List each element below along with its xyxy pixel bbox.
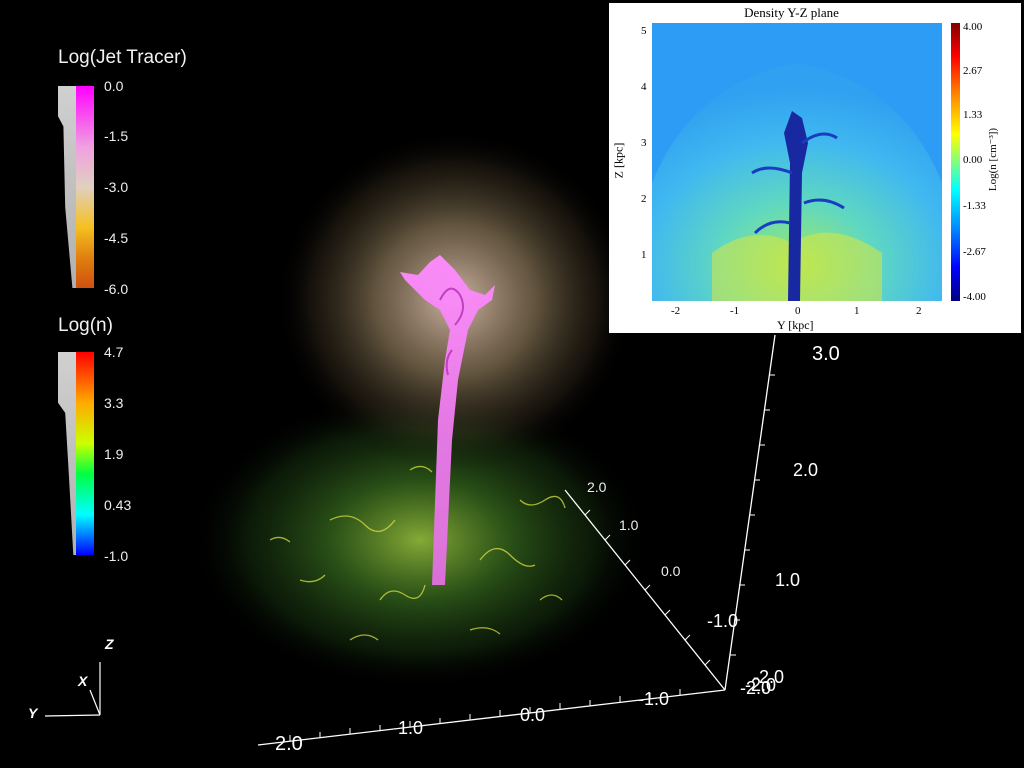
jet-tick-4: -6.0 <box>104 281 129 297</box>
n-tick-2: 1.9 <box>104 446 124 462</box>
bottom-tick-2: 0.0 <box>520 705 546 725</box>
inset-xtick-2: 0 <box>795 305 801 317</box>
jet-colorbar-gradient <box>76 86 94 288</box>
inset-ylabel: Z [kpc] <box>611 142 626 179</box>
n-tick-3: 0.43 <box>104 497 132 513</box>
n-colorbar-title: Log(n) <box>58 315 113 336</box>
inset-xtick-4: 2 <box>916 305 922 317</box>
inset-xtick-3: 1 <box>854 305 860 317</box>
bottom-axis-ticks <box>289 689 681 741</box>
inset-xtick-0: -2 <box>671 305 681 317</box>
inset-title: Density Y-Z plane <box>744 5 839 20</box>
inset-colorbar <box>951 23 960 301</box>
vert-tick-3: -1.0 <box>707 611 739 631</box>
bottom-tick-0: 2.0 <box>275 733 303 755</box>
inset-colorbar-label: Log(n [cm⁻³]) <box>987 127 1000 192</box>
inset-xtick-1: -1 <box>730 305 740 317</box>
diag-tick-1: 1.0 <box>619 517 639 533</box>
n-tick-0: 4.7 <box>104 344 124 360</box>
inset-cbtick-4: -1.33 <box>963 200 986 212</box>
orient-z-label: Z <box>105 636 114 652</box>
inset-cbtick-5: -2.67 <box>963 246 986 258</box>
green-disk <box>190 390 650 690</box>
vert-tick-1: 2.0 <box>793 460 819 480</box>
jet-isosurface <box>400 255 495 585</box>
inset-cbtick-6: -4.00 <box>963 291 986 303</box>
inset-ytick-4: 4 <box>641 81 647 93</box>
jet-colorbar-title: Log(Jet Tracer) <box>58 47 187 68</box>
vert-tick-2: 1.0 <box>775 570 801 590</box>
diag-tick-3: -2.0 <box>745 675 777 695</box>
diag-tick-0: 2.0 <box>587 479 607 495</box>
orient-x-label: X <box>78 673 88 689</box>
inset-ytick-5: 5 <box>641 25 647 37</box>
inset-ytick-2: 2 <box>641 193 647 205</box>
density-inset-panel: Density Y-Z plane 5 4 3 2 1 -2 -1 0 1 2 … <box>609 3 1021 333</box>
bottom-tick-3: -1.0 <box>638 689 670 709</box>
vert-tick-4: -2.0 <box>753 667 785 687</box>
bottom-tick-1: 1.0 <box>398 718 424 738</box>
jet-tick-0: 0.0 <box>104 78 124 94</box>
yellow-filaments <box>269 465 566 641</box>
jet-tick-3: -4.5 <box>104 230 129 246</box>
inset-cbtick-0: 4.00 <box>963 21 983 33</box>
diag-tick-2: 0.0 <box>661 563 681 579</box>
inset-xlabel: Y [kpc] <box>777 318 814 332</box>
inset-cbtick-2: 1.33 <box>963 109 983 121</box>
inset-cbtick-3: 0.00 <box>963 154 983 166</box>
jet-tick-1: -1.5 <box>104 128 129 144</box>
vert-tick-0: 3.0 <box>812 343 840 365</box>
orientation-axes <box>44 662 101 717</box>
n-tick-1: 3.3 <box>104 395 124 411</box>
inset-cbtick-1: 2.67 <box>963 65 983 77</box>
inset-ytick-3: 3 <box>641 137 647 149</box>
n-colorbar-gradient <box>76 352 94 555</box>
inset-ytick-1: 1 <box>641 249 647 261</box>
n-tick-4: -1.0 <box>104 548 129 564</box>
orient-y-label: Y <box>28 705 38 721</box>
jet-tick-2: -3.0 <box>104 179 129 195</box>
vertical-axis-ticks <box>730 374 775 656</box>
diagonal-axis-ticks <box>584 509 711 666</box>
bottom-tick-4: -2.0 <box>740 678 772 698</box>
density-slice-image <box>652 23 942 301</box>
